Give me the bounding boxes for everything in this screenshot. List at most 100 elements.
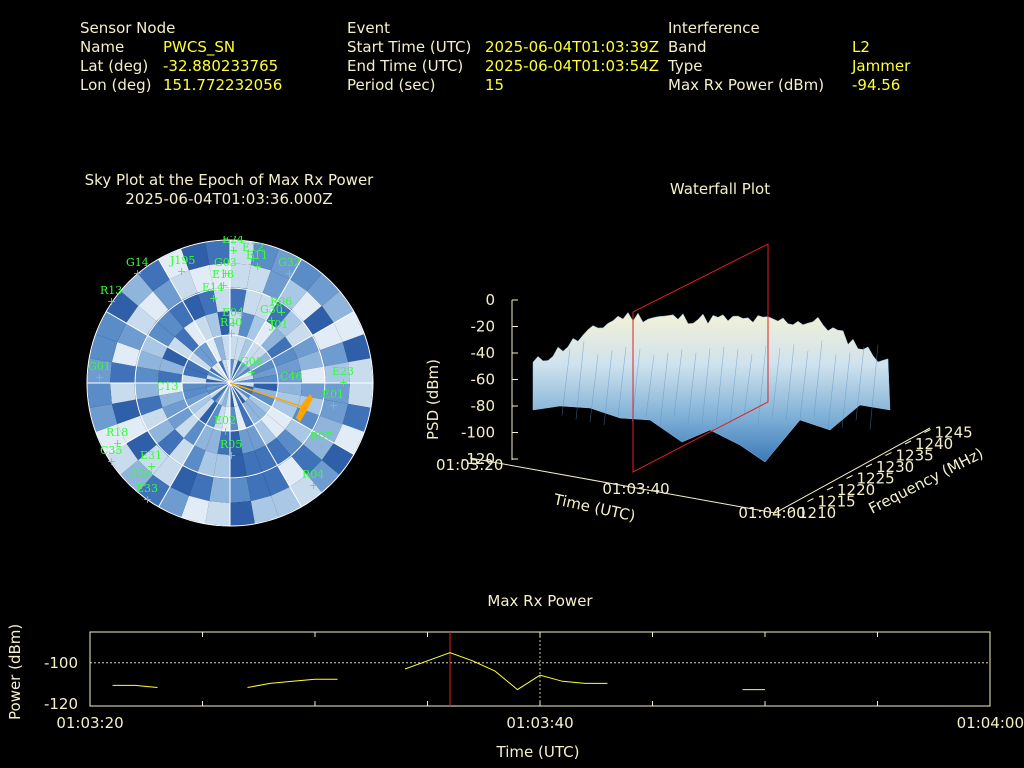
- satellite-label: E12: [242, 241, 264, 254]
- satellite-label: J01: [269, 318, 288, 331]
- power-chart-x-tick-label: 01:03:20: [56, 714, 123, 732]
- satellite-marker: +: [227, 327, 236, 340]
- satellite-label: R04: [302, 468, 324, 481]
- satellite-marker: +: [277, 329, 286, 342]
- satellite-marker: +: [95, 371, 104, 384]
- sky-sector: [303, 305, 334, 335]
- sky-sector: [197, 288, 218, 316]
- waterfall-frequency-tick: [885, 452, 892, 456]
- sky-plot-title-line: Sky Plot at the Epoch of Max Rx Power: [84, 171, 374, 189]
- waterfall-surface-ridge: [813, 340, 823, 417]
- sky-sector: [278, 456, 308, 487]
- interference-band-value: L2: [852, 38, 870, 56]
- sky-sector: [162, 347, 189, 367]
- waterfall-surface-ridge: [715, 346, 725, 426]
- sky-sector: [254, 445, 278, 474]
- sky-sector: [248, 352, 272, 371]
- satellite-label: R07: [310, 430, 332, 443]
- sky-sector: [313, 323, 343, 351]
- sky-sector: [168, 438, 194, 467]
- sky-sector: [134, 366, 160, 383]
- sky-sector: [206, 383, 230, 392]
- sky-sector: [152, 279, 182, 310]
- sky-sector: [159, 391, 185, 408]
- sky-sector: [206, 378, 230, 383]
- sky-sector: [290, 474, 322, 507]
- sky-sector: [159, 358, 185, 375]
- sky-azimuth-line: [229, 382, 355, 455]
- satellite-marker: +: [219, 279, 228, 292]
- satellite-label: E11: [246, 249, 268, 262]
- sky-sector: [248, 395, 272, 414]
- sky-sector: [120, 273, 153, 306]
- sky-sector: [156, 309, 184, 337]
- waterfall-surface-ridge: [687, 352, 697, 425]
- sky-sector: [230, 240, 255, 265]
- sky-sector: [230, 378, 254, 383]
- sky-sector: [291, 291, 322, 322]
- sky-sector: [230, 367, 251, 383]
- sky-sector: [246, 424, 266, 451]
- sky-sector: [217, 311, 230, 336]
- sky-sector: [230, 477, 251, 503]
- sky-sector: [242, 288, 263, 316]
- sky-sector: [221, 359, 230, 383]
- sky-sector: [342, 334, 371, 363]
- sky-sector: [254, 292, 278, 321]
- sky-sector: [89, 403, 118, 432]
- sky-sector: [246, 315, 266, 342]
- waterfall-surface-ridge: [785, 344, 795, 421]
- waterfall-surface-ridge: [729, 348, 739, 424]
- sky-sector: [260, 327, 286, 353]
- sky-sector: [277, 370, 302, 383]
- satellite-label: G14: [126, 256, 149, 269]
- satellite-marker: +: [227, 449, 236, 462]
- sky-sector: [230, 501, 255, 526]
- sky-sector: [213, 287, 230, 313]
- sky-sector: [139, 335, 168, 359]
- sky-sector: [266, 407, 293, 430]
- sky-sector: [126, 431, 157, 461]
- sky-sector: [158, 370, 183, 383]
- sky-sector: [89, 334, 118, 363]
- sky-sector: [320, 341, 349, 367]
- sky-sector: [313, 415, 343, 443]
- sky-sector: [230, 359, 235, 383]
- sky-sector: [254, 320, 277, 347]
- sky-sector: [211, 383, 230, 402]
- waterfall-frequency-tick-label: 1245: [935, 424, 973, 442]
- sky-sector: [260, 413, 286, 439]
- sky-sector: [214, 362, 230, 383]
- sky-sector: [146, 419, 175, 445]
- satellite-marker: +: [317, 441, 326, 454]
- sky-sector: [206, 403, 222, 429]
- sky-sector: [194, 315, 214, 342]
- sky-sector: [188, 473, 214, 502]
- sky-sector: [174, 327, 200, 353]
- sky-sector: [206, 383, 230, 388]
- sky-sector: [234, 335, 247, 361]
- waterfall-surface-ridge: [827, 354, 837, 429]
- satellite-label: E04: [222, 306, 244, 319]
- sky-sector: [214, 383, 230, 404]
- sensor-lat-label: Lat (deg): [80, 57, 149, 75]
- sky-sector: [182, 366, 208, 379]
- sky-sector: [117, 415, 147, 443]
- satellite-marker: +: [107, 455, 116, 468]
- sky-sector: [188, 395, 212, 414]
- satellite-marker: +: [253, 260, 262, 273]
- sky-sector: [225, 383, 230, 407]
- sky-sector: [225, 359, 230, 383]
- sky-sector: [300, 366, 326, 383]
- sky-sector: [162, 399, 189, 419]
- sky-sector: [230, 453, 247, 479]
- power-chart-y-label: Power (dBm): [6, 624, 24, 720]
- sky-sector: [246, 264, 272, 293]
- sky-sector: [188, 264, 214, 293]
- jammer-location-marker: [296, 394, 313, 422]
- sky-sector: [230, 430, 243, 455]
- waterfall-frequency-axis: [774, 427, 931, 514]
- sky-sector: [320, 399, 349, 425]
- sky-sector: [307, 273, 340, 306]
